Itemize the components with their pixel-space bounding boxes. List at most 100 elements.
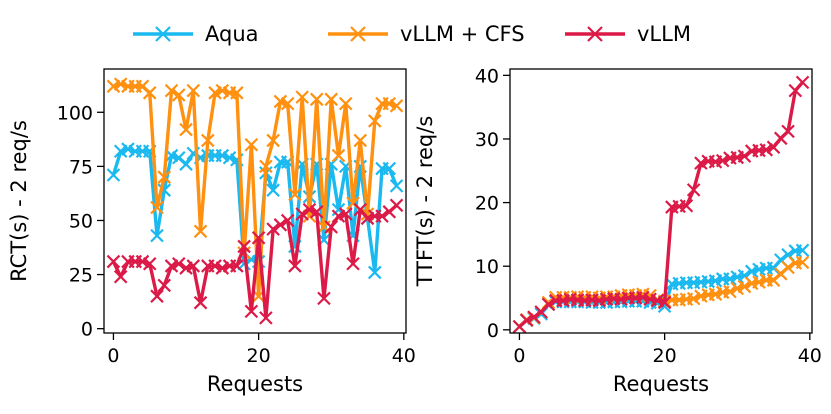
data-point-vllm-cfs-24 — [686, 291, 701, 306]
data-point-aqua-39 — [389, 179, 404, 193]
y-tick-label-50: 50 — [69, 210, 93, 232]
data-point-vllm-cfs-32 — [338, 96, 353, 111]
data-point-vllm-cfs-25 — [288, 187, 302, 202]
data-point-vllm-28 — [715, 153, 730, 168]
data-point-aqua-38 — [382, 161, 397, 176]
legend: Aqua vLLM + CFS vLLM — [133, 22, 691, 46]
ttft-panel: 0 20 40 0 10 20 30 40 Requests TTFT(s) - 2 req/s — [413, 65, 822, 396]
x-tick-label-0: 0 — [513, 345, 525, 367]
data-point-vllm-12 — [193, 295, 208, 310]
data-point-vllm-cfs-12 — [193, 224, 208, 239]
data-point-vllm-cfs-7 — [157, 170, 172, 184]
legend-marker-vllm — [587, 26, 603, 42]
data-point-vllm-cfs-29 — [723, 284, 737, 299]
rct-panel: 0 20 40 0 25 50 75 100 Requests RCT(s) - 2 req/s — [7, 68, 416, 396]
data-point-vllm-11 — [186, 259, 201, 273]
legend-item-vllm: vLLM — [565, 22, 691, 46]
data-point-vllm-26 — [295, 207, 309, 221]
series-line-aqua — [518, 248, 803, 328]
data-point-vllm-2 — [527, 310, 541, 324]
data-point-aqua-39 — [795, 243, 810, 258]
y-axis-label: RCT(s) - 2 req/s — [7, 120, 31, 282]
y-tick-label-0: 0 — [487, 320, 499, 342]
legend-label-vllm-cfs: vLLM + CFS — [400, 22, 525, 46]
data-point-vllm-35 — [766, 140, 781, 155]
data-point-vllm-cfs-5 — [142, 86, 157, 100]
series-line-vllm — [111, 204, 398, 320]
data-point-vllm-cfs-22 — [266, 133, 280, 148]
y-tick-label-25: 25 — [69, 265, 93, 287]
data-point-vllm-25 — [288, 259, 302, 273]
data-point-vllm-cfs-11 — [186, 83, 201, 98]
data-point-vllm-20 — [657, 295, 672, 310]
data-point-vllm-29 — [317, 291, 331, 306]
data-point-vllm-cfs-13 — [201, 133, 215, 148]
data-point-vllm-cfs-21 — [259, 159, 273, 174]
data-point-vllm-cfs-28 — [309, 92, 324, 107]
data-point-vllm-cfs-10 — [179, 122, 193, 137]
data-point-vllm-5 — [142, 256, 157, 271]
y-tick-label-100: 100 — [57, 102, 93, 124]
data-point-vllm-24 — [280, 213, 295, 228]
data-point-vllm-cfs-24 — [280, 96, 295, 111]
data-point-vllm-cfs-19 — [244, 137, 259, 152]
data-point-vllm-37 — [781, 124, 795, 139]
data-point-vllm-cfs-31 — [737, 279, 752, 294]
legend-marker-aqua — [155, 26, 171, 42]
data-point-vllm-19 — [244, 304, 259, 319]
data-point-vllm-37 — [375, 209, 389, 223]
series-line-vllm — [518, 81, 804, 328]
data-point-vllm-23 — [273, 218, 288, 232]
x-tick-label-0: 0 — [107, 345, 119, 367]
data-point-vllm-4 — [541, 297, 556, 312]
data-point-aqua-36 — [368, 265, 382, 280]
data-point-vllm-cfs-39 — [389, 99, 404, 113]
x-axis-label: Requests — [613, 372, 709, 396]
data-point-vllm-28 — [309, 205, 324, 219]
data-point-vllm-39 — [389, 198, 404, 213]
data-point-vllm-31 — [737, 149, 752, 163]
data-point-vllm-cfs-34 — [353, 133, 368, 148]
data-point-vllm-cfs-8 — [164, 83, 179, 98]
x-tick-label-40: 40 — [392, 345, 416, 367]
data-point-aqua-10 — [179, 157, 193, 171]
plot-frame — [509, 68, 813, 334]
y-tick-label-0: 0 — [81, 319, 93, 341]
x-tick-label-40: 40 — [798, 345, 822, 367]
data-point-vllm-cfs-31 — [331, 148, 346, 163]
y-tick-label-40: 40 — [475, 65, 499, 87]
data-point-vllm-23 — [679, 198, 694, 213]
data-point-vllm-cfs-39 — [795, 255, 810, 270]
data-point-vllm-22 — [266, 222, 280, 236]
x-tick-label-20: 20 — [653, 345, 677, 367]
series-vllm-panel1 — [512, 75, 810, 334]
data-point-vllm-20 — [251, 231, 266, 245]
y-tick-label-30: 30 — [475, 129, 499, 151]
data-point-vllm-0 — [106, 254, 121, 269]
data-point-aqua-22 — [266, 183, 280, 197]
data-point-vllm-cfs-36 — [368, 114, 382, 128]
data-point-vllm-1 — [113, 269, 128, 284]
data-point-vllm-17 — [230, 259, 244, 273]
data-point-vllm-cfs-6 — [150, 200, 164, 215]
series-line-vllm-cfs — [112, 82, 398, 298]
y-axis-label: TTFT(s) - 2 req/s — [413, 116, 437, 288]
data-point-vllm-cfs-9 — [171, 88, 186, 102]
y-tick-label-75: 75 — [69, 156, 93, 178]
data-point-vllm-9 — [171, 256, 186, 271]
data-point-vllm-6 — [150, 289, 164, 303]
data-point-vllm-18 — [237, 239, 251, 254]
data-point-aqua-0 — [106, 168, 121, 182]
x-tick-label-20: 20 — [247, 345, 271, 367]
data-point-vllm-1 — [519, 313, 534, 328]
series-vllm-cfs-panel0 — [106, 77, 404, 303]
y-tick-label-10: 10 — [475, 256, 499, 278]
data-point-vllm-39 — [795, 75, 810, 90]
data-point-vllm-21 — [259, 311, 273, 325]
data-point-vllm-33 — [346, 256, 360, 271]
data-point-vllm-7 — [157, 278, 172, 293]
legend-item-vllm-cfs: vLLM + CFS — [328, 22, 525, 46]
data-point-vllm-24 — [686, 183, 701, 197]
